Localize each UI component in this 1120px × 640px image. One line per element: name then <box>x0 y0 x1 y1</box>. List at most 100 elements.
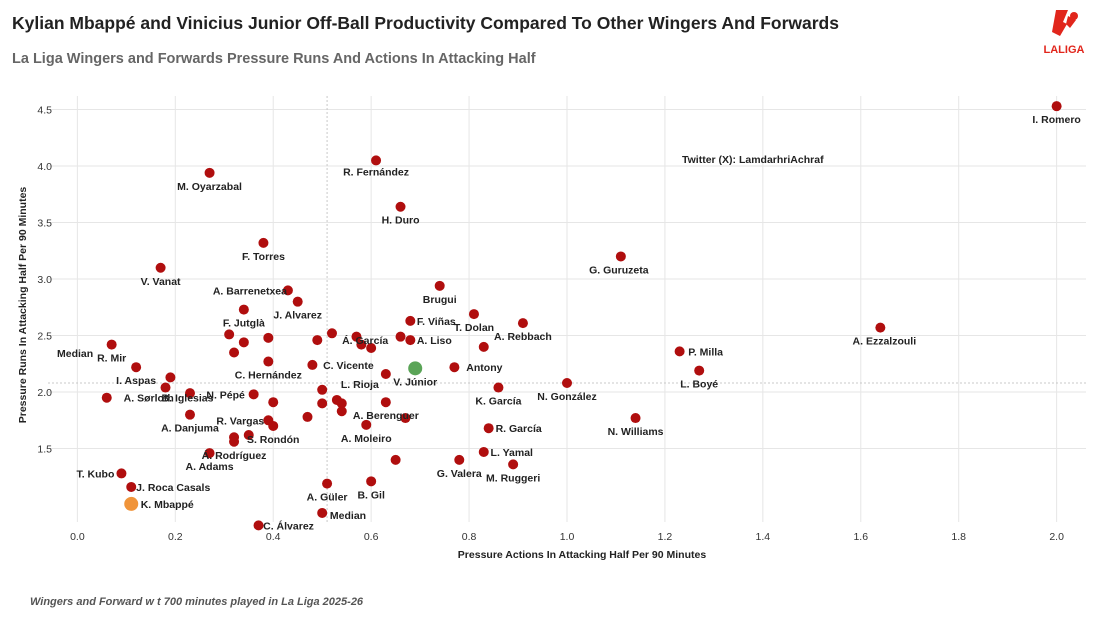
data-point-c-lvarez <box>253 520 264 531</box>
data-point <box>395 331 406 342</box>
point-label: V. Júnior <box>393 376 437 388</box>
point-label: R. Vargas <box>216 415 264 427</box>
data-point-n-gonz-lez <box>562 378 572 389</box>
data-point <box>263 332 274 343</box>
y-tick-label: 2.5 <box>37 331 52 343</box>
y-tick-label: 2.0 <box>37 387 52 399</box>
data-point-m-ruggeri <box>508 459 519 470</box>
data-point-v-j-nior <box>408 361 423 376</box>
data-point-h-duro <box>395 201 406 212</box>
point-label: M. Ruggeri <box>486 472 540 484</box>
laliga-logo-text: LALIGA <box>1044 44 1085 56</box>
chart-title: Kylian Mbappé and Vinicius Junior Off-Ba… <box>12 13 839 33</box>
y-tick-label: 4.0 <box>37 161 52 173</box>
x-tick-label: 0.4 <box>266 531 281 543</box>
point-label: C. Álvarez <box>263 519 314 532</box>
x-tick-label: 1.4 <box>756 531 771 543</box>
data-point-i-aspas <box>131 362 142 373</box>
data-point <box>224 329 235 340</box>
data-point <box>326 328 337 339</box>
data-point-i-romero <box>1051 101 1062 112</box>
x-tick-label: 0.2 <box>168 531 183 543</box>
data-point-r-mir <box>106 339 117 350</box>
point-label: A. Rebbach <box>494 331 552 343</box>
data-point-brugui <box>434 280 445 291</box>
point-label: A. Barrenetxea <box>213 285 287 297</box>
x-axis-label: Pressure Actions In Attacking Half Per 9… <box>458 549 707 561</box>
point-label: N. Pépé <box>206 389 245 401</box>
data-point <box>317 398 328 409</box>
data-point-l-rioja <box>380 368 391 379</box>
data-point-a-g-ler <box>322 478 333 489</box>
y-tick-label: 4.5 <box>37 105 52 117</box>
data-point-r-garc-a <box>483 423 494 434</box>
data-point <box>268 397 279 408</box>
data-point-v-vanat <box>155 262 166 273</box>
data-point-r-fern-ndez <box>371 155 382 166</box>
point-label: A. Güler <box>307 492 348 504</box>
data-point-k-garc-a <box>493 382 504 393</box>
data-point-b-gil <box>366 476 377 487</box>
data-point-l-boy- <box>694 365 705 376</box>
data-point-g-valera <box>454 454 465 465</box>
point-label: A. Berenguer <box>353 410 419 422</box>
point-label: V. Vanat <box>141 276 181 288</box>
chart-subtitle: La Liga Wingers and Forwards Pressure Ru… <box>12 51 536 67</box>
x-tick-label: 2.0 <box>1049 531 1064 543</box>
point-label: B. Iglesias <box>162 393 214 405</box>
data-point-j-alvarez <box>292 296 303 307</box>
y-tick-label: 3.0 <box>37 274 52 286</box>
x-axis-ticks: 0.0 0.2 0.4 0.6 0.8 1.0 1.2 1.4 1.6 1.8 2.0 <box>70 531 1064 543</box>
point-label: Á. Rodríguez <box>202 449 267 462</box>
point-label: A. Danjuma <box>161 423 219 435</box>
point-label: B. Gil <box>357 489 385 501</box>
laliga-logo: LALIGA <box>1044 10 1085 56</box>
point-label: P. Milla <box>688 346 723 358</box>
point-label: S. Rondón <box>247 434 300 446</box>
data-point-l-yamal <box>478 446 489 457</box>
median-lines <box>48 96 1086 522</box>
data-point <box>478 341 489 352</box>
grid-lines <box>48 96 1086 522</box>
data-point-s-rond-n <box>268 420 279 431</box>
x-tick-label: 1.0 <box>560 531 575 543</box>
data-point-n-williams <box>630 413 641 424</box>
point-label: L. Rioja <box>341 379 379 391</box>
data-point <box>356 339 367 350</box>
data-point-c-hern-ndez <box>263 356 274 367</box>
data-point--garc-a <box>366 342 377 353</box>
data-point <box>317 507 328 518</box>
footnote: Wingers and Forward w t 700 minutes play… <box>30 596 364 608</box>
data-point-g-guruzeta <box>615 251 626 262</box>
point-label: F. Jutglà <box>223 318 265 330</box>
data-point-a-barrenetxea <box>282 285 293 296</box>
data-point-a-liso <box>405 335 416 346</box>
data-point-a-adams <box>204 448 215 459</box>
point-label: G. Guruzeta <box>589 264 649 276</box>
x-tick-label: 0.0 <box>70 531 85 543</box>
data-point-a-s-rloth <box>101 392 112 403</box>
data-point-p-milla <box>674 346 685 357</box>
point-label: A. Liso <box>417 335 452 347</box>
twitter-annotation: Twitter (X): LamdarhriAchraf <box>682 154 824 166</box>
point-label: J. Alvarez <box>273 310 322 322</box>
point-label: F. Viñas <box>417 316 456 328</box>
point-label: K. Mbappé <box>141 499 194 511</box>
point-label: T. Kubo <box>76 468 114 480</box>
data-point-t-kubo <box>116 468 127 479</box>
data-point <box>312 335 323 346</box>
point-label: T. Dolan <box>454 322 494 334</box>
point-label: K. García <box>475 396 521 408</box>
data-point-j-roca-casals <box>126 481 137 492</box>
x-tick-label: 0.6 <box>364 531 379 543</box>
point-label: J. Roca Casals <box>136 482 210 494</box>
point-label: I. Aspas <box>116 375 156 387</box>
point-label: R. Mir <box>97 353 126 365</box>
point-label: A. Moleiro <box>341 433 392 445</box>
x-tick-label: 1.8 <box>951 531 966 543</box>
data-point <box>229 347 240 358</box>
point-label: I. Romero <box>1032 114 1080 126</box>
point-label: C. Hernández <box>235 370 302 382</box>
data-point-b-iglesias <box>160 382 171 393</box>
point-label: R. García <box>496 423 542 435</box>
